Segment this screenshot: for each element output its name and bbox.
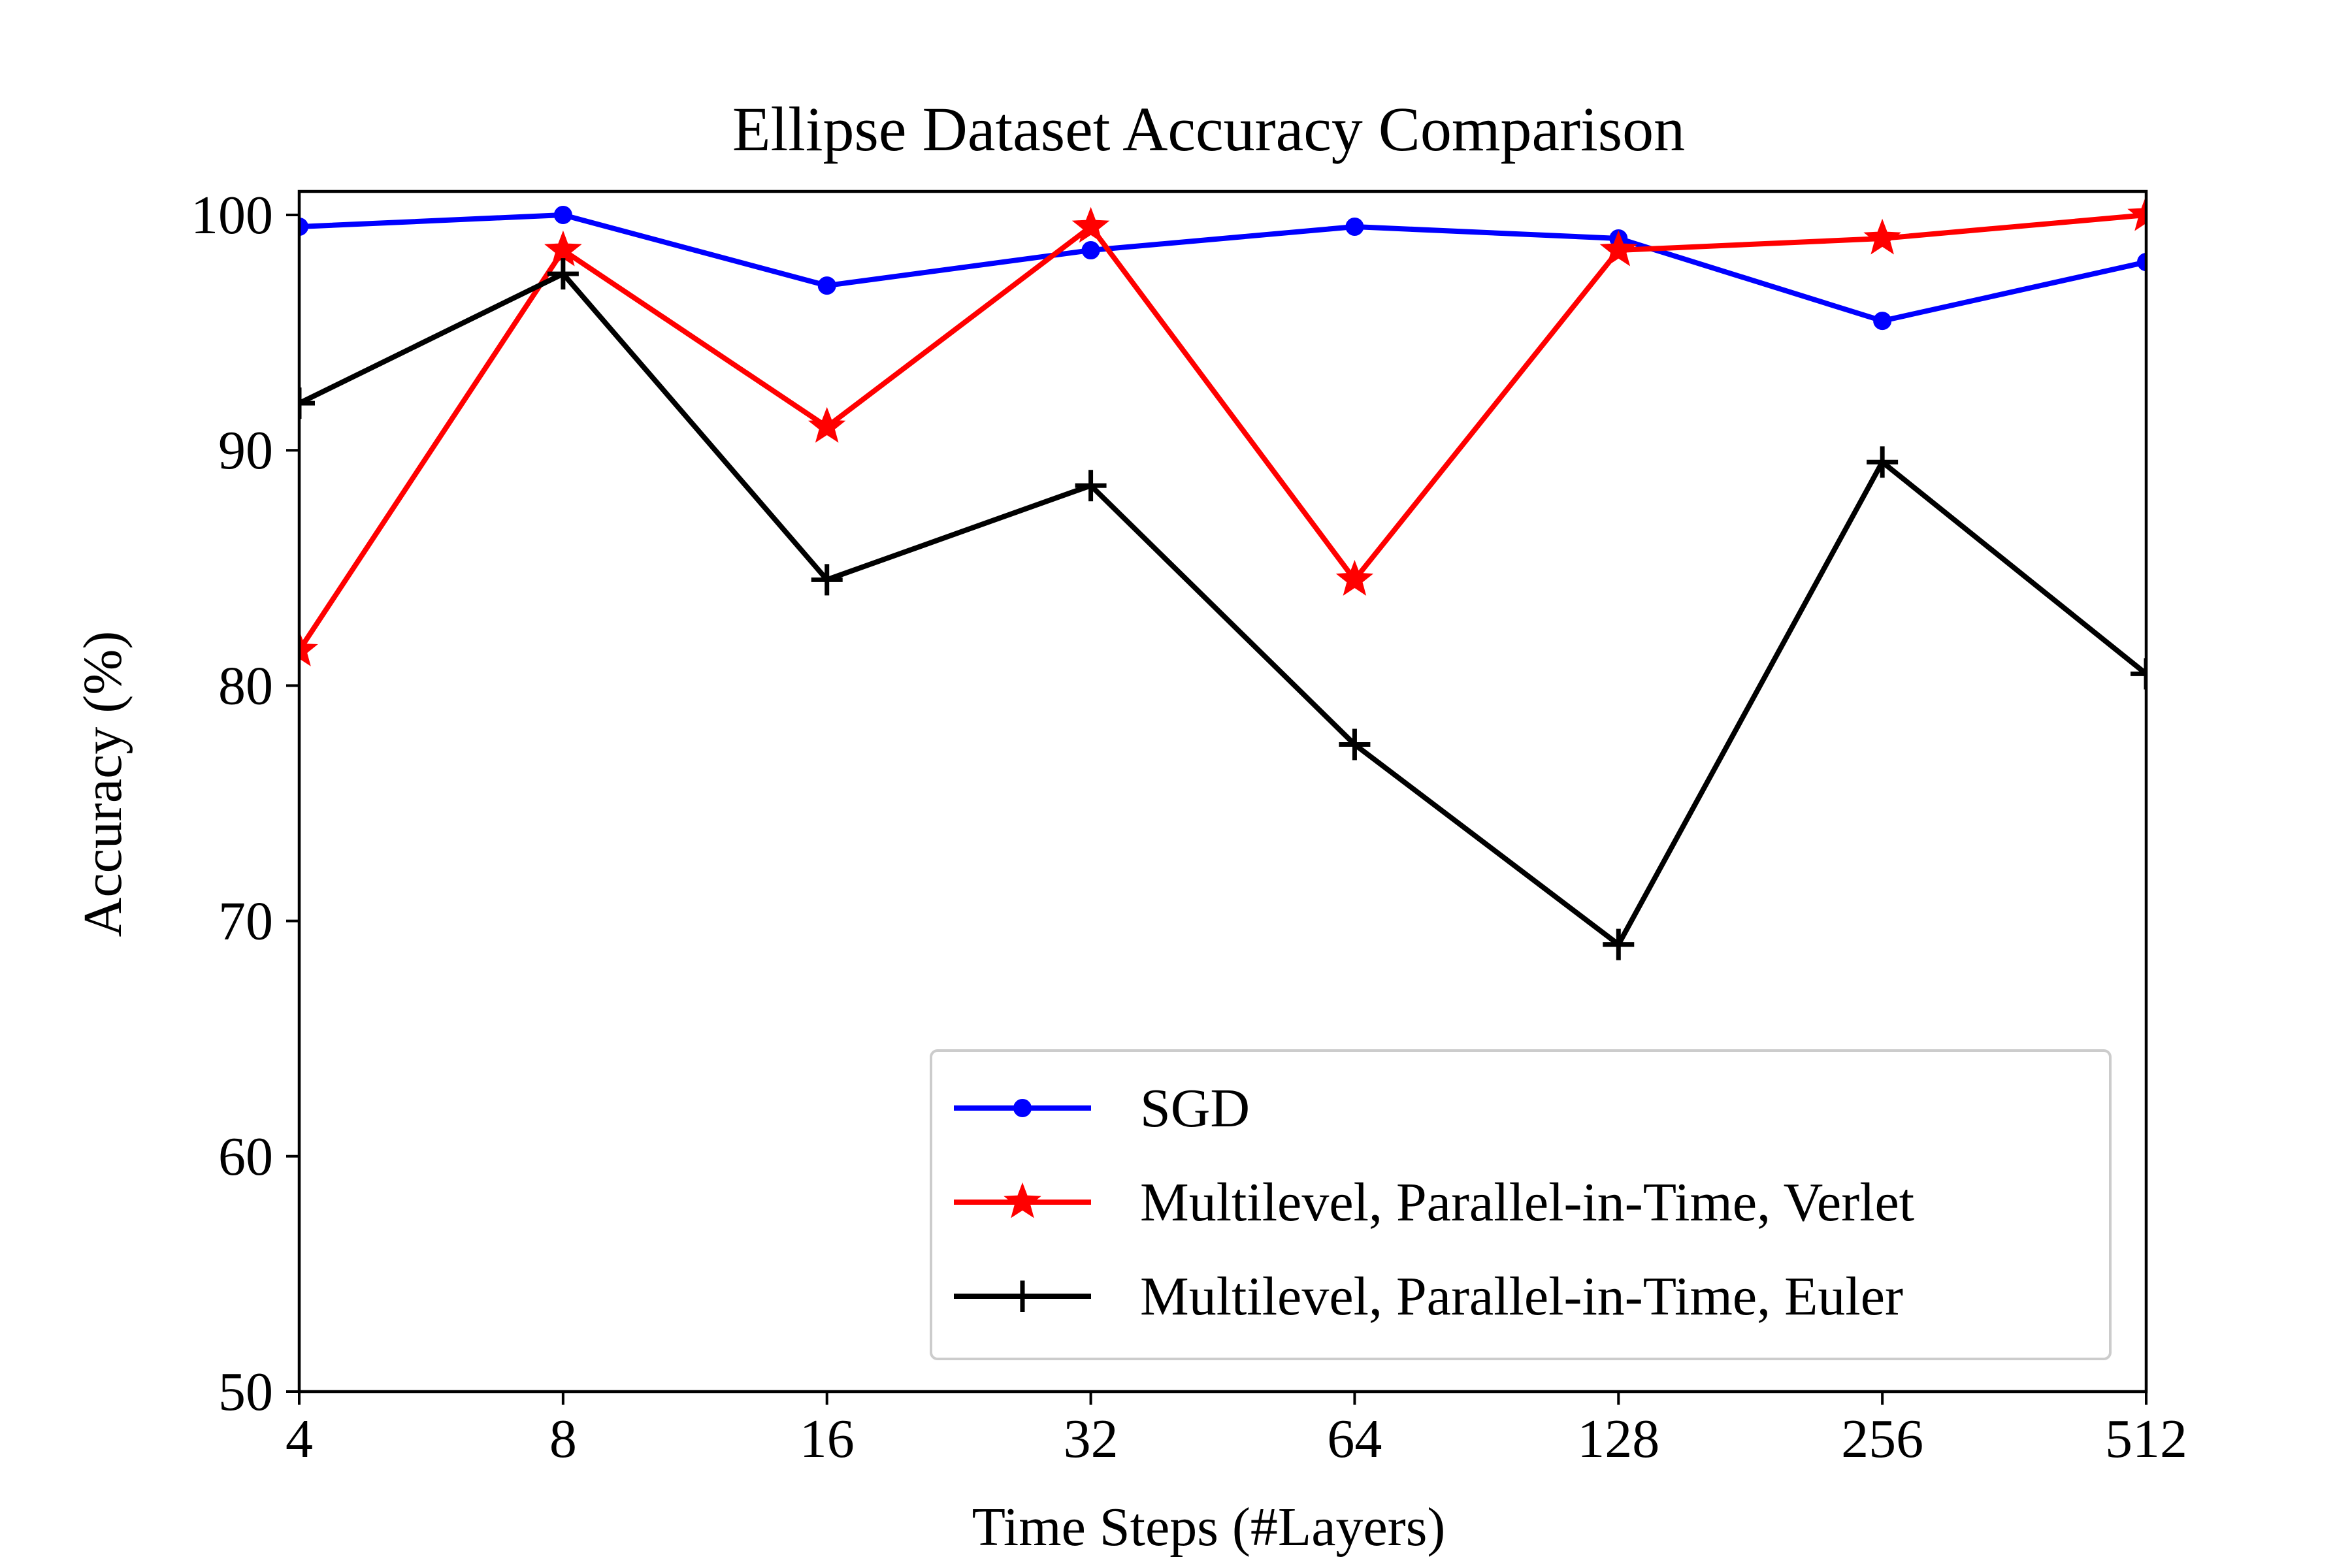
x-tick-label: 128 bbox=[1577, 1409, 1659, 1469]
data-point-1-3 bbox=[817, 276, 836, 295]
data-point-3-3 bbox=[811, 564, 843, 596]
data-point-1-7 bbox=[1873, 312, 1892, 331]
data-point-3-8 bbox=[2131, 658, 2146, 690]
x-axis-label: Time Steps (#Layers) bbox=[972, 1497, 1446, 1558]
data-point-2-1 bbox=[299, 630, 318, 666]
legend-marker bbox=[1013, 1099, 1032, 1117]
data-point-2-6 bbox=[1599, 230, 1638, 267]
series-line-1 bbox=[299, 212, 2146, 324]
x-tick-label: 512 bbox=[2105, 1409, 2187, 1469]
data-point-1-1 bbox=[299, 218, 308, 237]
y-tick-label: 60 bbox=[218, 1126, 273, 1187]
legend-label: Multilevel, Parallel-in-Time, Verlet bbox=[1140, 1172, 1914, 1233]
data-point-2-5 bbox=[1335, 560, 1374, 596]
y-tick-label: 70 bbox=[218, 891, 273, 952]
legend-box bbox=[930, 1049, 2112, 1360]
legend-entry: Multilevel, Parallel-in-Time, Euler bbox=[954, 1266, 1903, 1327]
x-tick-label: 32 bbox=[1064, 1409, 1119, 1469]
series-line-3 bbox=[299, 271, 2146, 947]
chart-title: Ellipse Dataset Accuracy Comparison bbox=[732, 94, 1685, 164]
data-point-3-4 bbox=[1075, 470, 1107, 502]
y-tick-label: 100 bbox=[191, 185, 273, 246]
plot-frame bbox=[297, 189, 2148, 1394]
axes: 4 8 16 32 64 128 256 512 50 60 70 80 90 100 bbox=[191, 185, 2187, 1469]
x-tick-label: 16 bbox=[800, 1409, 855, 1469]
y-tick-label: 50 bbox=[218, 1362, 273, 1422]
x-tick-label: 256 bbox=[1841, 1409, 1923, 1469]
y-axis-label: Accuracy (%) bbox=[73, 631, 133, 938]
data-point-3-6 bbox=[1603, 928, 1635, 960]
legend-marker bbox=[1004, 1182, 1041, 1218]
series-1 bbox=[299, 206, 2146, 331]
x-tick-label: 8 bbox=[549, 1409, 577, 1469]
x-tick-label: 4 bbox=[286, 1409, 313, 1469]
data-point-2-3 bbox=[808, 406, 846, 443]
series-line-2 bbox=[299, 212, 2146, 654]
data-point-1-4 bbox=[1081, 241, 1100, 260]
series-2 bbox=[299, 195, 2146, 666]
y-tick-label: 80 bbox=[218, 655, 273, 716]
data-point-2-4 bbox=[1071, 206, 1110, 243]
legend-label: SGD bbox=[1140, 1078, 1250, 1139]
data-point-2-8 bbox=[2127, 195, 2146, 231]
y-tick-label: 90 bbox=[218, 420, 273, 481]
legend-entry: Multilevel, Parallel-in-Time, Verlet bbox=[954, 1172, 1914, 1233]
data-point-1-5 bbox=[1345, 218, 1364, 237]
legend: SGD Multilevel, Parallel-in-Time, Verlet M… bbox=[930, 1049, 2112, 1360]
data-point-3-5 bbox=[1339, 728, 1371, 760]
data-point-3-2 bbox=[547, 258, 579, 290]
series-3 bbox=[299, 258, 2146, 960]
data-point-2-7 bbox=[1863, 218, 1901, 255]
data-point-3-1 bbox=[299, 387, 315, 419]
legend-marker bbox=[1007, 1281, 1038, 1312]
data-point-1-8 bbox=[2137, 253, 2146, 272]
plot-area bbox=[299, 195, 2146, 960]
data-point-3-7 bbox=[1867, 446, 1899, 478]
data-point-1-2 bbox=[553, 206, 572, 225]
x-tick-label: 64 bbox=[1327, 1409, 1382, 1469]
data-point-2-2 bbox=[544, 230, 582, 267]
legend-label: Multilevel, Parallel-in-Time, Euler bbox=[1140, 1266, 1903, 1327]
legend-entry: SGD bbox=[954, 1078, 1250, 1139]
